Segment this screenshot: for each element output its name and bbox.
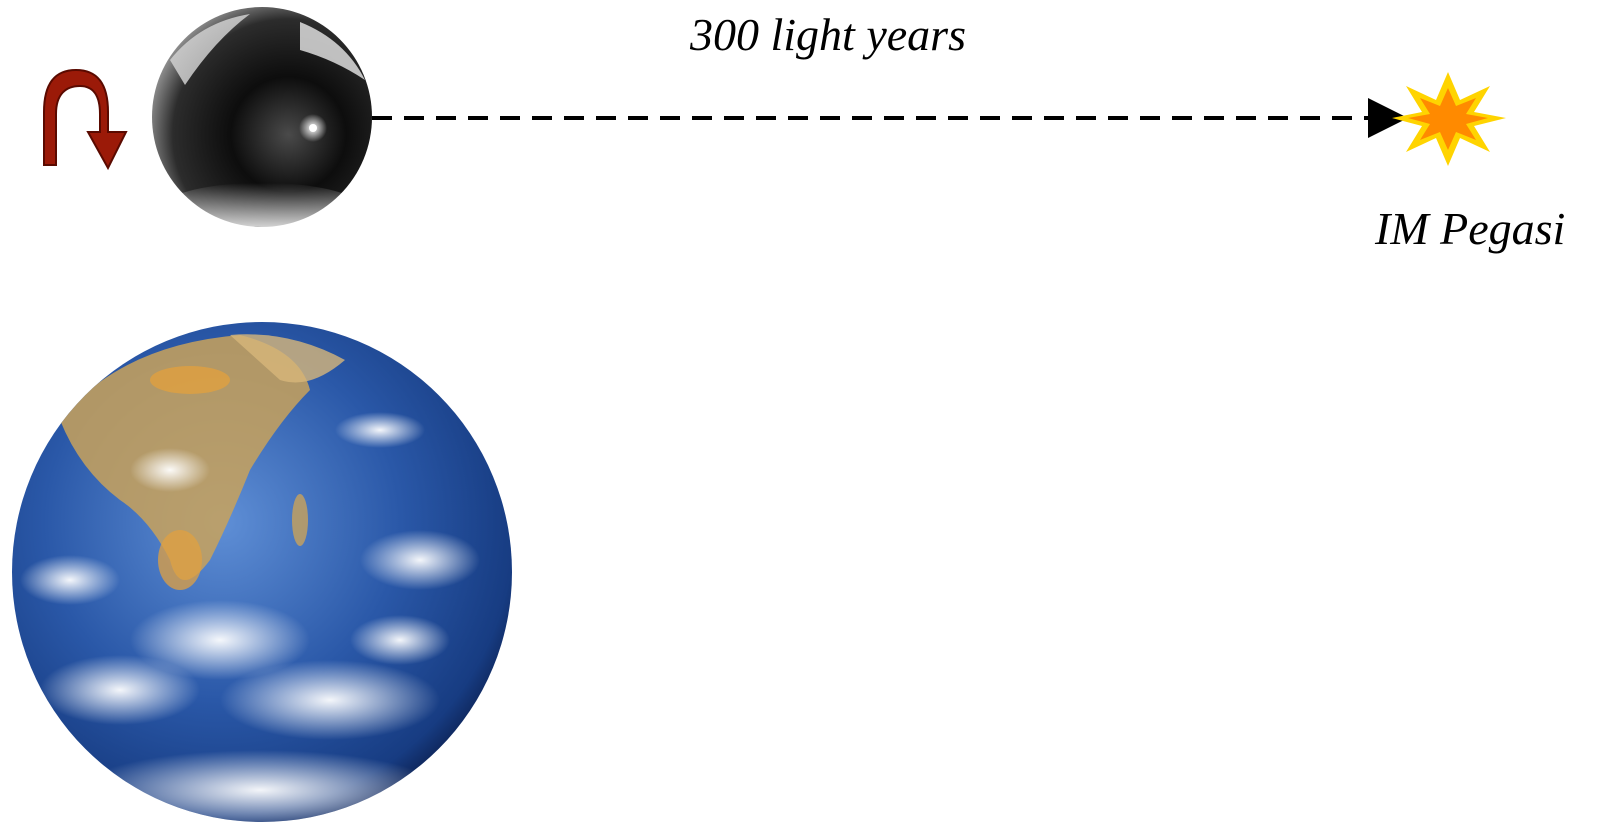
- earth-globe: [12, 322, 512, 822]
- gyroscope-sphere: [152, 7, 372, 227]
- distance-label: 300 light years: [690, 9, 966, 60]
- star-name-label: IM Pegasi: [1375, 203, 1566, 254]
- curved-arrow-icon: [43, 68, 128, 171]
- star-burst-icon: [1392, 72, 1506, 166]
